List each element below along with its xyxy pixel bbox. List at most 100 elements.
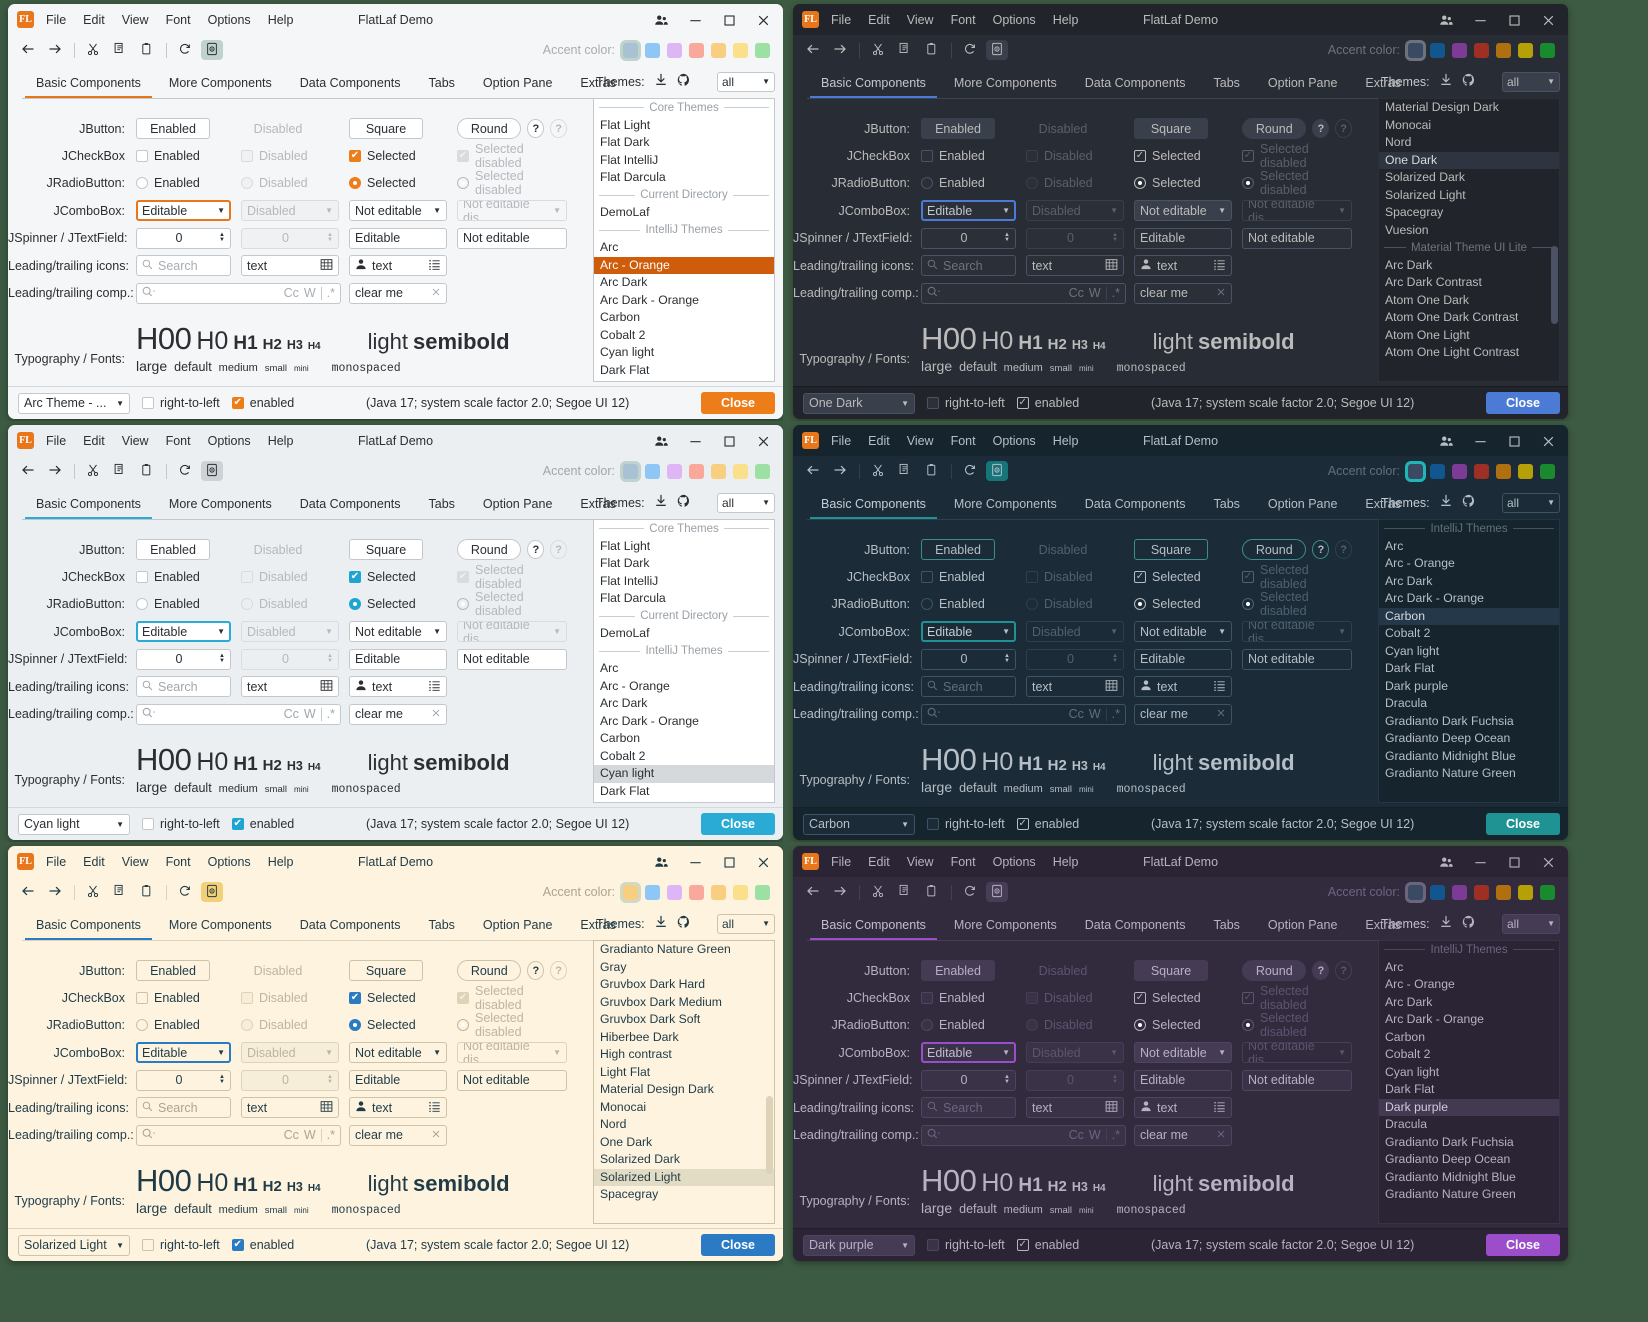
titlebar[interactable]: FL File Edit View Font Options Help FlatLaf D… bbox=[793, 425, 1568, 456]
scrollbar-thumb[interactable] bbox=[766, 1096, 773, 1175]
combobox-not-editable[interactable]: Not editable ▼ bbox=[1134, 1042, 1232, 1064]
copy-button[interactable] bbox=[894, 461, 916, 481]
preview-toggle-button[interactable] bbox=[986, 882, 1008, 902]
accent-swatches[interactable] bbox=[1408, 884, 1555, 900]
chevron-down-icon[interactable]: ▼ bbox=[901, 819, 909, 829]
combobox-editable[interactable]: Editable ▼ bbox=[136, 1042, 231, 1064]
cut-button[interactable] bbox=[867, 882, 889, 902]
window-controls[interactable] bbox=[654, 434, 783, 448]
theme-list-item[interactable]: Gradianto Midnight Blue bbox=[1385, 748, 1516, 763]
accent-swatch[interactable] bbox=[623, 42, 638, 58]
titlebar[interactable]: FL File Edit View Font Options Help FlatLaf D… bbox=[793, 846, 1568, 877]
preview-toggle-button[interactable] bbox=[201, 882, 223, 902]
close-button[interactable]: Close bbox=[1485, 392, 1560, 414]
regex-button[interactable]: .* bbox=[1111, 707, 1120, 722]
radio-circle[interactable] bbox=[921, 177, 933, 190]
radio-circle[interactable] bbox=[1134, 177, 1146, 190]
combobox-not-editable[interactable]: Not editable ▼ bbox=[349, 1042, 447, 1064]
theme-list-item[interactable]: Arc Dark Contrast bbox=[1385, 275, 1482, 289]
clearable-textfield[interactable]: clear me bbox=[349, 1124, 447, 1146]
regex-button[interactable]: .* bbox=[326, 707, 335, 722]
help-button-primary[interactable]: ? bbox=[527, 961, 545, 981]
tab-data-components[interactable]: Data Components bbox=[1071, 918, 1200, 940]
radio-circle[interactable] bbox=[349, 1019, 361, 1032]
theme-list-item[interactable]: Atom One Dark Contrast bbox=[1385, 310, 1519, 324]
radio-circle[interactable] bbox=[349, 598, 361, 611]
spinner-enabled[interactable]: 0 ▲ ▼ bbox=[921, 227, 1016, 249]
search-input[interactable]: Search bbox=[136, 676, 231, 698]
checkbox-box[interactable] bbox=[142, 397, 154, 409]
enabled-checkbox[interactable]: ✔ enabled bbox=[231, 1238, 294, 1252]
back-button[interactable] bbox=[802, 461, 824, 481]
checkbox-selected[interactable]: ✓ Selected bbox=[1134, 149, 1238, 163]
menu-help[interactable]: Help bbox=[267, 854, 294, 869]
enabled-checkbox[interactable]: ✓ enabled bbox=[1016, 1238, 1079, 1252]
chevron-down-icon[interactable]: ▼ bbox=[433, 1048, 441, 1058]
accent-swatch[interactable] bbox=[1474, 463, 1489, 479]
combobox-not-editable[interactable]: Not editable ▼ bbox=[1134, 621, 1232, 643]
copy-button[interactable] bbox=[109, 40, 131, 60]
theme-list-item[interactable]: High contrast bbox=[600, 1047, 672, 1061]
titlebar[interactable]: FL File Edit View Font Options Help FlatLaf D… bbox=[8, 425, 783, 456]
enabled-checkbox[interactable]: ✓ enabled bbox=[1016, 817, 1079, 831]
checkbox-box[interactable] bbox=[927, 1239, 939, 1251]
button-enabled[interactable]: Enabled bbox=[136, 118, 210, 140]
theme-list-item[interactable]: Material Design Dark bbox=[600, 1082, 714, 1096]
accent-swatch[interactable] bbox=[1452, 42, 1467, 58]
accent-swatch[interactable] bbox=[645, 884, 660, 900]
chevron-down-icon[interactable]: ▼ bbox=[116, 398, 124, 408]
menu-view[interactable]: View bbox=[906, 12, 934, 27]
radio-enabled[interactable]: Enabled bbox=[921, 176, 1022, 190]
theme-list-item[interactable]: Cobalt 2 bbox=[1385, 626, 1431, 640]
theme-list-item[interactable]: Carbon bbox=[600, 731, 640, 745]
chevron-down-icon[interactable]: ▼ bbox=[1218, 206, 1226, 216]
theme-list-item[interactable]: Gradianto Deep Ocean bbox=[1385, 731, 1511, 745]
regex-button[interactable]: .* bbox=[1111, 1128, 1120, 1143]
chevron-down-icon[interactable]: ▼ bbox=[217, 206, 225, 216]
theme-list-item[interactable]: Flat Dark bbox=[600, 556, 650, 570]
chevron-down-icon[interactable]: ▼ bbox=[1002, 627, 1010, 637]
checkbox-box[interactable] bbox=[927, 818, 939, 830]
button-square[interactable]: Square bbox=[1134, 539, 1208, 561]
window-controls[interactable] bbox=[654, 13, 783, 27]
accent-swatch[interactable] bbox=[1540, 42, 1555, 58]
radio-circle[interactable] bbox=[921, 598, 933, 611]
search-with-options-input[interactable]: Cc W .* bbox=[921, 282, 1126, 304]
close-button[interactable]: Close bbox=[1485, 1234, 1560, 1256]
toolbar[interactable]: Accent color: bbox=[793, 35, 1568, 65]
tab-extras[interactable]: Extras bbox=[566, 76, 629, 98]
menu-file[interactable]: File bbox=[46, 854, 67, 869]
paste-button[interactable] bbox=[136, 882, 158, 902]
radio-enabled[interactable]: Enabled bbox=[136, 1018, 237, 1032]
accent-swatch[interactable] bbox=[623, 463, 638, 479]
tab-extras[interactable]: Extras bbox=[1351, 497, 1414, 519]
accent-swatches[interactable] bbox=[623, 884, 770, 900]
themes-filter-combobox[interactable]: all ▼ bbox=[1502, 492, 1560, 513]
checkbox-box[interactable]: ✓ bbox=[1016, 397, 1029, 409]
chevron-down-icon[interactable]: ▼ bbox=[116, 1240, 124, 1250]
button-square[interactable]: Square bbox=[1134, 118, 1208, 140]
menu-edit[interactable]: Edit bbox=[83, 12, 105, 27]
help-button-secondary[interactable]: ? bbox=[1335, 540, 1352, 560]
tab-basic-components[interactable]: Basic Components bbox=[22, 76, 155, 98]
spinner-stepper[interactable]: ▲ ▼ bbox=[1004, 1074, 1010, 1086]
button-enabled[interactable]: Enabled bbox=[136, 960, 210, 982]
theme-list-item[interactable]: Gruvbox Dark Medium bbox=[600, 994, 722, 1009]
textfield-with-grid-icon[interactable]: text bbox=[241, 676, 339, 698]
clearable-textfield[interactable]: clear me bbox=[349, 282, 447, 304]
accent-swatch[interactable] bbox=[1540, 884, 1555, 900]
cut-button[interactable] bbox=[82, 40, 104, 60]
checkbox-box[interactable] bbox=[142, 1239, 154, 1251]
tab-data-components[interactable]: Data Components bbox=[1071, 76, 1200, 98]
match-case-button[interactable]: Cc bbox=[1068, 707, 1084, 722]
checkbox-box[interactable] bbox=[136, 150, 148, 163]
accent-swatch[interactable] bbox=[1540, 463, 1555, 479]
tab-tabs[interactable]: Tabs bbox=[1200, 918, 1254, 940]
menu-edit[interactable]: Edit bbox=[83, 854, 105, 869]
themes-filter-combobox[interactable]: all ▼ bbox=[717, 71, 775, 92]
accent-swatch[interactable] bbox=[711, 42, 726, 58]
textfield-with-grid-icon[interactable]: text bbox=[241, 1097, 339, 1119]
button-round[interactable]: Round bbox=[457, 118, 522, 140]
menubar[interactable]: File Edit View Font Options Help bbox=[831, 855, 1078, 869]
textfield-with-person-icon[interactable]: text bbox=[349, 676, 447, 698]
